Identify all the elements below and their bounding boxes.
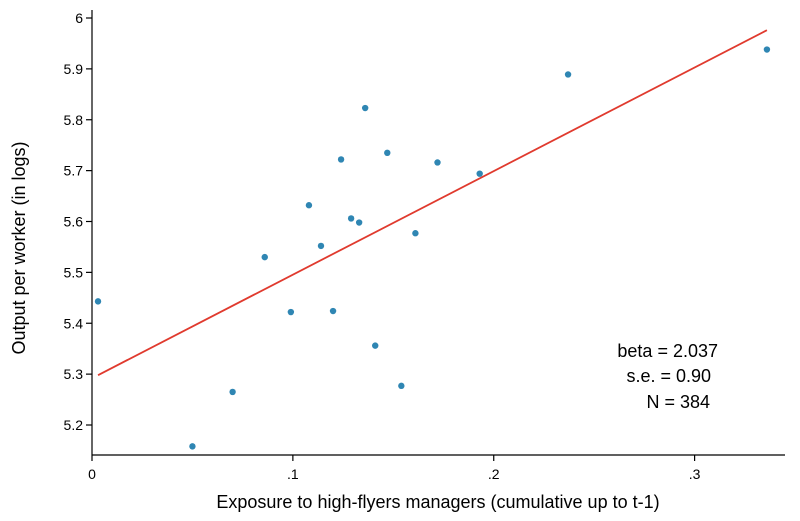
fit-line-group: [97, 29, 768, 376]
x-tick-label: .2: [488, 466, 500, 482]
n-annotation: N = 384: [646, 392, 710, 412]
data-point: [229, 388, 236, 396]
x-axis-title: Exposure to high-flyers managers (cumula…: [216, 492, 659, 512]
y-tick-label: 5.7: [64, 163, 84, 179]
data-point: [434, 159, 441, 166]
data-point: [94, 298, 102, 305]
data-point: [763, 46, 771, 53]
fit-line: [97, 29, 768, 376]
data-point: [476, 170, 483, 177]
data-points: [94, 46, 771, 450]
data-point: [261, 253, 268, 261]
y-axis: 5.2 5.3 5.4 5.5 5.6 5.7 5.8 5.9 6: [64, 10, 93, 455]
y-tick-label: 5.2: [64, 417, 84, 433]
data-point: [305, 202, 313, 209]
data-point: [372, 342, 379, 349]
data-point: [189, 443, 196, 450]
data-point: [412, 230, 419, 237]
data-point: [287, 308, 295, 316]
se-annotation: s.e. = 0.90: [626, 366, 711, 386]
x-tick-label: .1: [287, 466, 299, 482]
y-tick-label: 5.8: [64, 112, 84, 128]
data-point: [384, 149, 391, 157]
data-point: [347, 215, 355, 222]
y-tick-label: 6: [75, 10, 83, 26]
data-point: [355, 219, 363, 226]
data-point: [329, 307, 337, 315]
beta-annotation: beta = 2.037: [617, 341, 718, 361]
y-tick-label: 5.4: [64, 315, 84, 331]
x-axis: 0 .1 .2 .3: [88, 454, 785, 482]
data-point: [564, 71, 572, 78]
data-point: [337, 156, 345, 163]
y-tick-label: 5.9: [64, 61, 84, 77]
y-axis-title: Output per worker (in logs): [9, 141, 29, 354]
y-tick-label: 5.5: [64, 264, 84, 280]
data-point: [361, 104, 369, 112]
data-point: [317, 242, 325, 250]
y-tick-label: 5.6: [64, 214, 84, 230]
x-tick-label: 0: [88, 466, 96, 482]
y-tick-label: 5.3: [64, 366, 84, 382]
data-point: [398, 382, 405, 390]
x-tick-label: .3: [689, 466, 701, 482]
